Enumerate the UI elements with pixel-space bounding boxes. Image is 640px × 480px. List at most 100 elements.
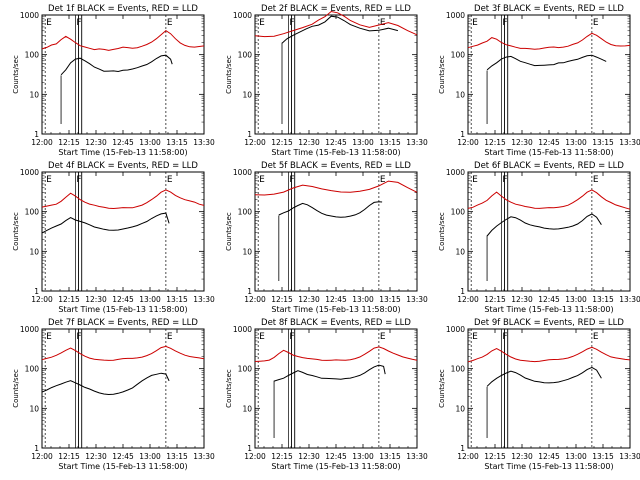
x-tick-label: 12:45 <box>325 138 347 147</box>
panel-9: Det 9f BLACK = Events, RED = LLD 12:00 12:… <box>438 318 640 471</box>
panel-5: Det 5f BLACK = Events, RED = LLD 12:00 12:… <box>225 161 428 314</box>
x-tick-label: 13:30 <box>193 138 215 147</box>
x-tick-label: 13:00 <box>565 452 587 461</box>
y-tick-label: 1 <box>460 130 465 139</box>
x-tick-label: 13:30 <box>406 295 428 304</box>
x-axis-label: Start Time (15-Feb-13 11:58:00) <box>271 148 400 157</box>
y-axis-label: Counts/sec <box>225 212 233 251</box>
y-tick-label: 1 <box>34 130 39 139</box>
x-tick-label: 12:00 <box>31 452 53 461</box>
series-events-line <box>281 15 399 44</box>
y-tick-label: 1000 <box>233 168 252 177</box>
series-events-line <box>41 212 170 234</box>
plot-frame <box>41 14 205 135</box>
plot-frame <box>41 328 205 449</box>
panel-title: Det 3f BLACK = Events, RED = LLD <box>474 4 624 14</box>
x-tick-label: 13:30 <box>619 138 640 147</box>
plot-frame <box>254 171 418 292</box>
series-events-line <box>273 364 386 382</box>
x-tick-label: 13:30 <box>619 295 640 304</box>
panel-7: Det 7f BLACK = Events, RED = LLD 12:00 12:… <box>12 318 215 471</box>
x-tick-label: 12:00 <box>31 295 53 304</box>
y-tick-label: 10 <box>242 404 252 413</box>
y-tick-label: 1 <box>460 287 465 296</box>
y-tick-label: 1 <box>34 444 39 453</box>
x-tick-label: 13:00 <box>352 138 374 147</box>
marker-label: E <box>259 175 265 185</box>
x-tick-label: 12:45 <box>112 295 134 304</box>
y-axis-label: Counts/sec <box>12 55 20 94</box>
x-tick-label: 12:00 <box>244 452 266 461</box>
series-lld-line <box>467 32 631 50</box>
y-tick-label: 1000 <box>20 11 39 20</box>
x-axis-label: Start Time (15-Feb-13 11:58:00) <box>58 305 187 314</box>
x-tick-label: 12:15 <box>58 138 80 147</box>
y-tick-label: 1000 <box>446 325 465 334</box>
panel-title: Det 1f BLACK = Events, RED = LLD <box>48 4 198 14</box>
marker-label: E <box>46 332 52 342</box>
x-tick-label: 13:15 <box>379 138 401 147</box>
y-tick-label: 100 <box>238 51 253 60</box>
x-axis-label: Start Time (15-Feb-13 11:58:00) <box>484 462 613 471</box>
x-tick-label: 12:45 <box>112 452 134 461</box>
marker-label: E <box>593 18 599 28</box>
marker-label: E <box>167 18 173 28</box>
x-tick-label: 13:15 <box>379 295 401 304</box>
x-axis-label: Start Time (15-Feb-13 11:58:00) <box>271 305 400 314</box>
panel-1: Det 1f BLACK = Events, RED = LLD 12:00 12:… <box>12 4 215 157</box>
x-tick-label: 12:30 <box>85 138 107 147</box>
plot-frame <box>254 14 418 135</box>
plot-frame <box>467 14 631 135</box>
y-tick-label: 1000 <box>446 11 465 20</box>
marker-label: E <box>46 18 52 28</box>
panel-2: Det 2f BLACK = Events, RED = LLD 12:00 12:… <box>225 4 428 157</box>
series-lld-line <box>41 29 205 51</box>
panel-title: Det 4f BLACK = Events, RED = LLD <box>48 161 198 171</box>
y-tick-label: 1000 <box>20 325 39 334</box>
x-tick-label: 12:00 <box>244 295 266 304</box>
x-tick-label: 13:30 <box>406 452 428 461</box>
x-tick-label: 12:15 <box>484 138 506 147</box>
x-tick-label: 13:15 <box>166 452 188 461</box>
y-tick-label: 1000 <box>233 11 252 20</box>
x-tick-label: 12:00 <box>457 138 479 147</box>
x-tick-label: 13:00 <box>139 138 161 147</box>
x-tick-label: 12:00 <box>244 138 266 147</box>
y-tick-label: 10 <box>455 404 465 413</box>
marker-label: E <box>46 175 52 185</box>
x-tick-label: 13:15 <box>592 452 614 461</box>
y-tick-label: 1000 <box>446 168 465 177</box>
x-tick-label: 13:30 <box>619 452 640 461</box>
series-lld-line <box>254 10 418 38</box>
x-tick-label: 12:15 <box>484 295 506 304</box>
x-tick-label: 12:30 <box>511 138 533 147</box>
panel-title: Det 6f BLACK = Events, RED = LLD <box>474 161 624 171</box>
series-events-line <box>278 201 383 218</box>
panel-title: Det 5f BLACK = Events, RED = LLD <box>261 161 411 171</box>
series-lld-line <box>467 189 631 210</box>
plot-frame <box>254 328 418 449</box>
x-tick-label: 12:00 <box>31 138 53 147</box>
x-tick-label: 12:45 <box>325 452 347 461</box>
x-tick-label: 12:00 <box>457 295 479 304</box>
y-tick-label: 10 <box>242 247 252 256</box>
x-tick-label: 12:45 <box>538 138 560 147</box>
plot-frame <box>41 171 205 292</box>
x-tick-label: 12:15 <box>271 138 293 147</box>
y-tick-label: 10 <box>455 247 465 256</box>
x-tick-label: 12:45 <box>112 138 134 147</box>
y-tick-label: 1 <box>247 130 252 139</box>
panel-title: Det 9f BLACK = Events, RED = LLD <box>474 318 624 328</box>
marker-label: E <box>380 332 386 342</box>
series-lld-line <box>41 189 205 210</box>
panel-8: Det 8f BLACK = Events, RED = LLD 12:00 12:… <box>225 318 428 471</box>
x-tick-label: 12:30 <box>85 295 107 304</box>
x-tick-label: 12:30 <box>298 138 320 147</box>
y-axis-label: Counts/sec <box>12 369 20 408</box>
x-axis-label: Start Time (15-Feb-13 11:58:00) <box>484 148 613 157</box>
marker-label: E <box>167 175 173 185</box>
marker-label: E <box>472 332 478 342</box>
x-tick-label: 13:15 <box>592 138 614 147</box>
y-tick-label: 100 <box>25 208 40 217</box>
